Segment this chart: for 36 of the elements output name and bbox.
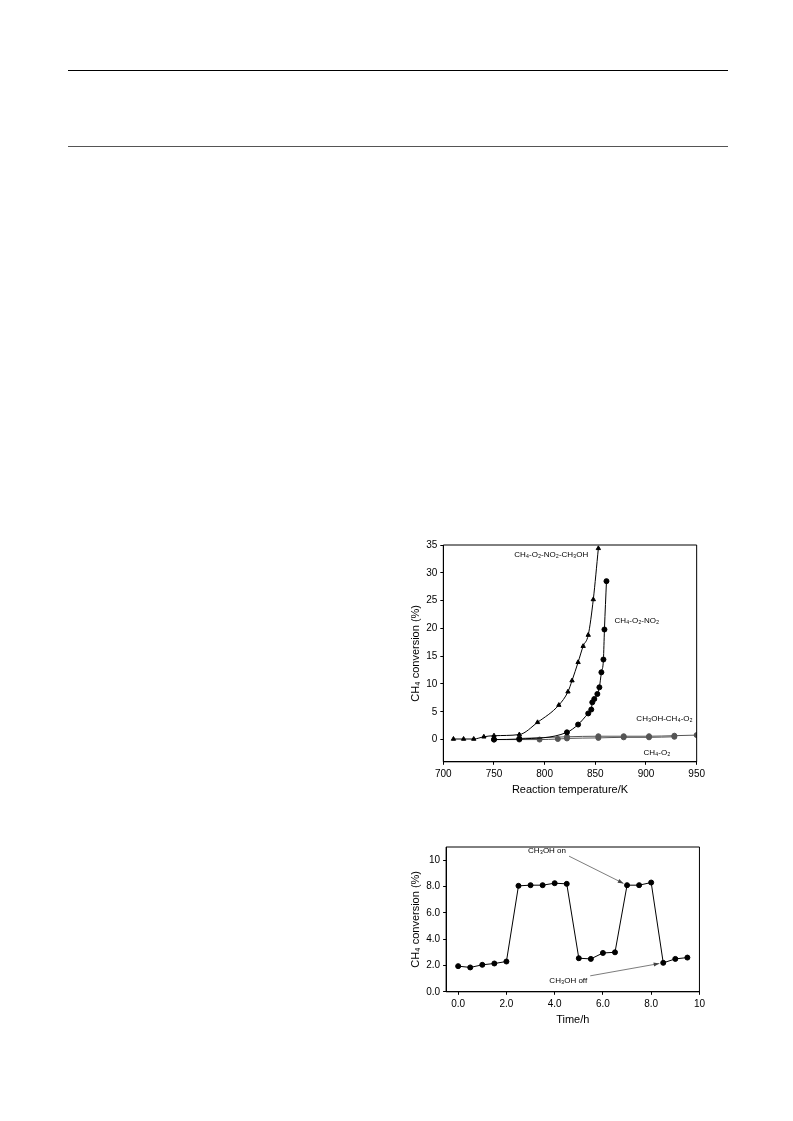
y-tick-label: 6.0 [426,906,441,918]
y-axis-title: CH₄ conversion (%) [408,605,421,702]
annotation: CH₃OH on [528,846,567,856]
y-tick-label: 2.0 [426,959,441,971]
x-tick-label: 6.0 [595,997,611,1009]
y-tick-label: 20 [426,622,438,634]
x-tick-label: 750 [485,767,503,779]
y-tick-label: 8.0 [426,880,441,892]
x-axis-title: Reaction temperature/K [511,783,629,796]
y-tick-label: 0 [431,733,438,745]
x-axis-title: Time/h [556,1013,590,1026]
x-tick-label: 8.0 [644,997,659,1009]
y-axis-title: CH₄ conversion (%) [408,871,421,968]
x-tick-label: 950 [688,767,706,779]
y-tick-label: 35 [426,538,438,550]
y-tick-label: 10 [428,853,441,865]
series-label: CH₃OH-CH₄-O₂ [636,714,693,724]
y-tick-label: 10 [426,677,438,689]
x-tick-label: 800 [536,767,554,779]
x-tick-label: 850 [586,767,605,779]
series-label: CH₄-O₂-NO₂-CH₃OH [514,549,589,559]
x-tick-label: 2.0 [499,997,514,1009]
x-tick-label: 10 [693,997,706,1009]
y-tick-label: 30 [426,566,438,578]
x-tick-label: 700 [434,767,453,779]
y-tick-label: 25 [426,594,438,606]
y-tick-label: 0.0 [426,985,441,997]
x-tick-label: 0.0 [451,997,466,1009]
series-label: CH₄-O₂ [643,747,671,757]
x-tick-label: 900 [637,767,655,779]
y-tick-label: 15 [426,649,438,661]
series-label: CH₄-O₂-NO₂ [614,616,660,626]
x-tick-label: 4.0 [547,997,563,1009]
y-tick-label: 4.0 [426,932,441,944]
y-tick-label: 5 [431,705,438,717]
annotation: CH₃OH off [549,976,588,986]
